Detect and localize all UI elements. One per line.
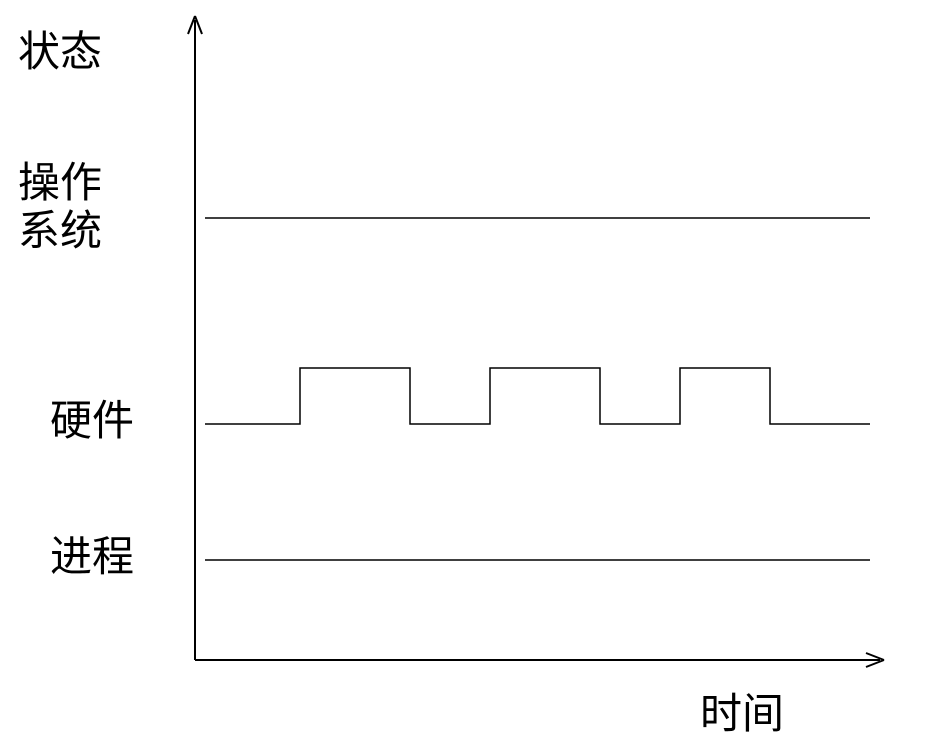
level-label-os: 操作 系统 [18,160,102,256]
x-axis-label: 时间 [700,680,784,741]
level-label-hardware: 硬件 [50,398,134,446]
y-axis-label: 状态 [18,18,102,79]
level-label-process: 进程 [50,534,134,582]
chart-svg [0,0,925,749]
hardware-line [205,368,870,424]
diagram-container: 状态 时间 操作 系统 硬件 进程 [0,0,925,749]
